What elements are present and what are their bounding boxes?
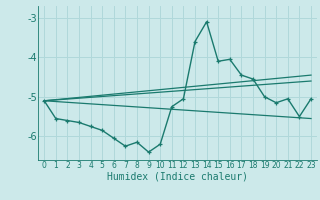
X-axis label: Humidex (Indice chaleur): Humidex (Indice chaleur) bbox=[107, 172, 248, 182]
